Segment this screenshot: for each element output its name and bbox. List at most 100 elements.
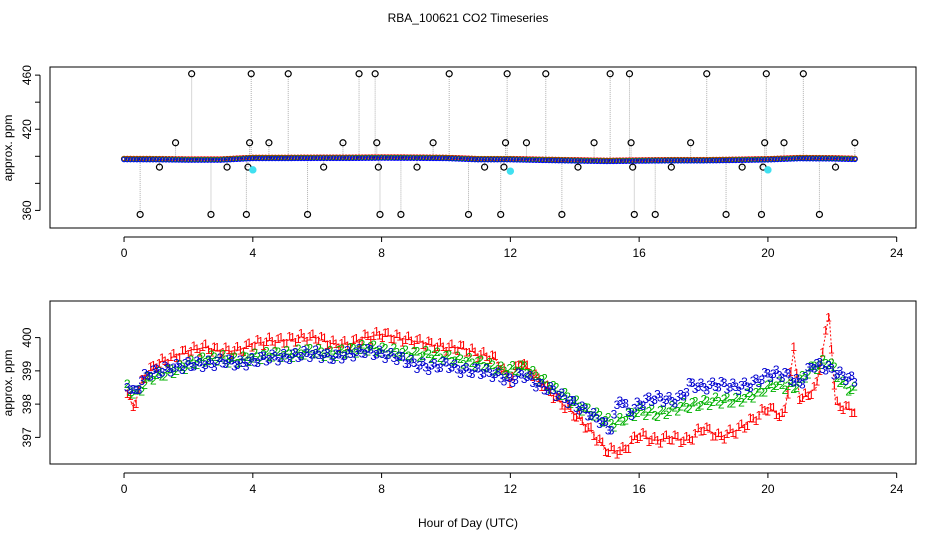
series-3-marker: 3 xyxy=(677,387,684,401)
series-1-marker: 1 xyxy=(538,380,545,394)
top-y-tick-label: 460 xyxy=(20,65,34,85)
series-2-marker: 2 xyxy=(512,364,519,378)
series-2-marker: 2 xyxy=(689,396,696,410)
series-1-marker: 1 xyxy=(469,341,476,355)
baseline-series-3-point xyxy=(642,158,649,164)
series-2-marker: 2 xyxy=(767,377,774,391)
series-3-marker: 3 xyxy=(472,361,479,375)
series-2-marker: 2 xyxy=(246,355,253,369)
series-2-marker: 2 xyxy=(605,410,612,424)
series-1-marker: 1 xyxy=(269,335,276,349)
series-3-marker: 3 xyxy=(509,376,516,390)
series-2-marker: 2 xyxy=(631,410,638,424)
series-1-marker: 1 xyxy=(503,367,510,381)
baseline-series-3-point xyxy=(568,158,575,164)
series-1-marker: 1 xyxy=(602,445,609,459)
baseline-series-3-point xyxy=(166,157,172,163)
series-2-marker: 2 xyxy=(553,380,560,394)
baseline-series-3-point xyxy=(755,157,761,163)
series-3-marker: 3 xyxy=(399,350,406,364)
series-2-marker: 2 xyxy=(176,358,183,372)
series-3-marker: 3 xyxy=(503,370,510,384)
series-3-marker: 3 xyxy=(602,415,609,429)
series-2-marker: 2 xyxy=(761,385,768,399)
outlier-point xyxy=(667,163,675,171)
series-3-marker: 3 xyxy=(498,372,505,386)
series-1-marker: 1 xyxy=(585,420,592,434)
series-2-marker: 2 xyxy=(138,385,145,399)
series-2-marker: 2 xyxy=(634,406,641,420)
outlier-point xyxy=(481,163,489,171)
series-2-marker: 2 xyxy=(582,400,589,414)
series-3-marker: 3 xyxy=(136,383,143,397)
series-1-marker: 1 xyxy=(782,402,789,416)
series-2-marker: 2 xyxy=(405,349,412,363)
series-2-marker: 2 xyxy=(156,364,163,378)
series-1-marker: 1 xyxy=(648,433,655,447)
series-1-marker: 1 xyxy=(498,363,505,377)
series-1-marker: 1 xyxy=(396,329,403,343)
series-1-line xyxy=(126,314,855,452)
series-1-marker: 1 xyxy=(715,426,722,440)
series-3-marker: 3 xyxy=(379,347,386,361)
series-1-marker: 1 xyxy=(703,420,710,434)
highlight-point xyxy=(249,166,257,174)
series-1-marker: 1 xyxy=(289,331,296,345)
series-3-marker: 3 xyxy=(185,355,192,369)
outlier-point xyxy=(188,70,196,78)
series-2-marker: 2 xyxy=(402,343,409,357)
series-3-marker: 3 xyxy=(222,357,229,371)
baseline-series-3-point xyxy=(417,155,423,162)
series-1-marker: 1 xyxy=(689,434,696,448)
series-2-marker: 2 xyxy=(446,348,453,362)
series-2-marker: 2 xyxy=(388,345,395,359)
outlier-point xyxy=(429,139,437,147)
series-3-marker: 3 xyxy=(298,350,305,364)
baseline-series-3-point xyxy=(230,156,237,163)
series-1-marker: 1 xyxy=(214,341,221,355)
series-2-marker: 2 xyxy=(393,345,400,359)
series-1-marker: 1 xyxy=(228,348,235,362)
series-3-marker: 3 xyxy=(254,356,261,370)
series-2-marker: 2 xyxy=(220,348,227,362)
baseline-series-3-point xyxy=(420,155,427,162)
top-y-axis-label: approx. ppm xyxy=(1,115,15,182)
series-2-marker: 2 xyxy=(570,395,577,409)
series-2-marker: 2 xyxy=(327,343,334,357)
series-2-marker: 2 xyxy=(819,353,826,367)
baseline-series-3-point xyxy=(613,158,620,165)
series-3-marker: 3 xyxy=(388,345,395,359)
baseline-series-3-point xyxy=(140,156,147,163)
series-3-marker: 3 xyxy=(770,367,777,381)
series-3-marker: 3 xyxy=(411,356,418,370)
series-3-marker: 3 xyxy=(535,376,542,390)
bottom-y-axis-label: approx. ppm xyxy=(1,350,15,417)
series-2-marker: 2 xyxy=(208,348,215,362)
series-1-marker: 1 xyxy=(637,430,644,444)
baseline-series-3-point xyxy=(143,156,150,163)
series-3-marker: 3 xyxy=(277,350,284,364)
baseline-series-3-point xyxy=(707,158,713,164)
series-1-marker: 1 xyxy=(550,392,557,406)
outlier-point xyxy=(703,70,711,78)
series-3-marker: 3 xyxy=(631,402,638,416)
series-2-marker: 2 xyxy=(350,342,357,356)
series-3-marker: 3 xyxy=(489,371,496,385)
series-1-marker: 1 xyxy=(837,400,844,414)
baseline-series-3-point xyxy=(620,158,626,164)
series-2-marker: 2 xyxy=(399,345,406,359)
series-1-marker: 1 xyxy=(379,331,386,345)
baseline-series-3-point xyxy=(601,158,607,165)
series-3-marker: 3 xyxy=(469,367,476,381)
series-3-marker: 3 xyxy=(701,381,708,395)
series-1-marker: 1 xyxy=(376,329,383,343)
series-1-marker: 1 xyxy=(732,427,739,441)
series-2-marker: 2 xyxy=(674,404,681,418)
series-3-marker: 3 xyxy=(842,374,849,388)
series-3-marker: 3 xyxy=(541,384,548,398)
series-2-marker: 2 xyxy=(588,408,595,422)
series-3-marker: 3 xyxy=(654,387,661,401)
series-3-marker: 3 xyxy=(672,396,679,410)
series-1-marker: 1 xyxy=(596,432,603,446)
baseline-series-3-point xyxy=(790,156,797,162)
